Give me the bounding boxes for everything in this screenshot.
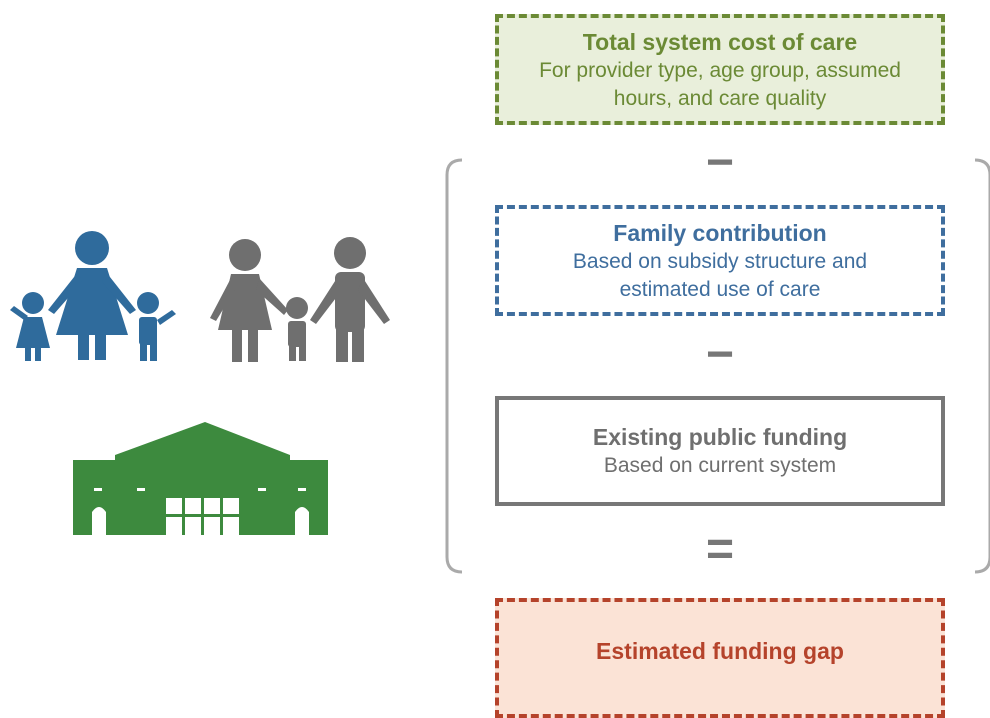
family-blue-icon [10,231,176,361]
box-description: estimated use of care [619,277,821,301]
public-funding-box: Existing public funding Based on current … [495,396,945,506]
operator: − [705,136,735,189]
building-icon [73,422,328,535]
gap-box: Estimated funding gap [495,598,945,718]
box-description: hours, and care quality [613,86,827,110]
operator: − [705,328,735,381]
bracket-left [445,158,463,574]
bracket-right [974,158,990,574]
box-title: Family contribution [613,219,827,246]
family-gray-icon [210,237,390,362]
cost-box: Total system cost of care For provider ty… [495,14,945,125]
box-title: Estimated funding gap [596,638,844,664]
box-description: For provider type, age group, assumed [539,58,901,82]
box-description: Based on subsidy structure and [572,249,868,273]
box-description: Based on current system [603,454,837,477]
box-title: Existing public funding [592,424,848,450]
family-box: Family contribution Based on subsidy stru… [495,205,945,316]
operator: = [705,523,735,576]
box-title: Total system cost of care [582,28,858,55]
